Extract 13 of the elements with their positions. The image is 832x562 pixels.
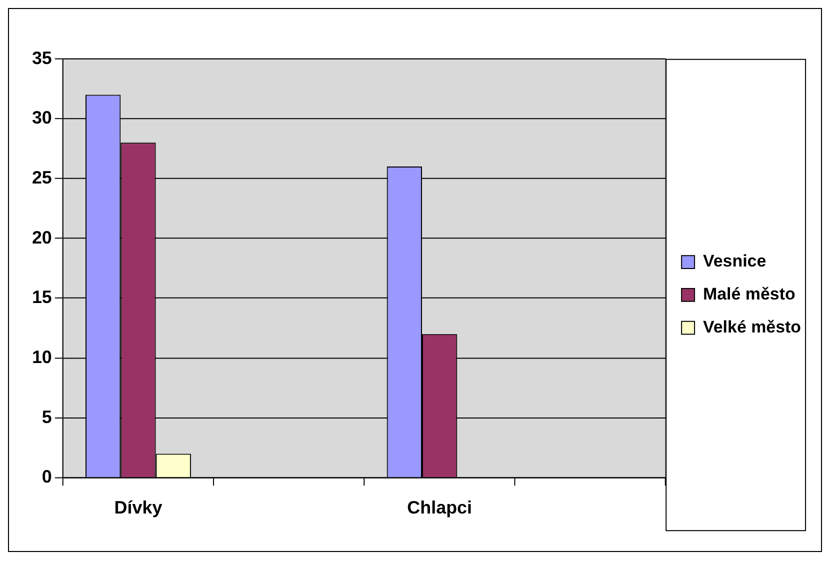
legend-label: Vesnice	[703, 252, 766, 271]
y-tick-label: 20	[32, 227, 52, 248]
y-tick-label: 25	[32, 167, 52, 188]
legend-label: Velké město	[703, 318, 801, 336]
y-tick-label: 10	[32, 346, 52, 367]
y-tick-label: 5	[42, 406, 52, 427]
x-tick-label: Chlapci	[407, 497, 472, 518]
y-tick-label: 0	[42, 466, 52, 487]
x-tick-label: Dívky	[114, 497, 162, 518]
y-tick-label: 15	[32, 287, 52, 308]
y-tick-label: 30	[32, 108, 52, 128]
y-tick-label: 35	[32, 48, 52, 68]
legend-label: Malé město	[703, 284, 796, 304]
